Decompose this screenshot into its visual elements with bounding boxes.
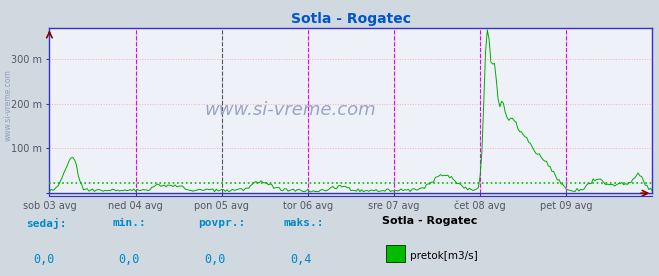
Text: 0,0: 0,0 bbox=[204, 253, 225, 266]
Text: 0,0: 0,0 bbox=[119, 253, 140, 266]
Title: Sotla - Rogatec: Sotla - Rogatec bbox=[291, 12, 411, 26]
Text: maks.:: maks.: bbox=[283, 218, 324, 228]
Text: min.:: min.: bbox=[112, 218, 146, 228]
Text: pretok[m3/s]: pretok[m3/s] bbox=[410, 251, 478, 261]
Text: povpr.:: povpr.: bbox=[198, 218, 245, 228]
Text: Sotla - Rogatec: Sotla - Rogatec bbox=[382, 216, 478, 226]
Text: www.si-vreme.com: www.si-vreme.com bbox=[3, 69, 13, 141]
Text: www.si-vreme.com: www.si-vreme.com bbox=[205, 101, 376, 120]
Text: 0,0: 0,0 bbox=[33, 253, 54, 266]
Text: 0,4: 0,4 bbox=[290, 253, 311, 266]
Bar bbox=[386, 245, 405, 262]
Text: sedaj:: sedaj: bbox=[26, 218, 67, 229]
